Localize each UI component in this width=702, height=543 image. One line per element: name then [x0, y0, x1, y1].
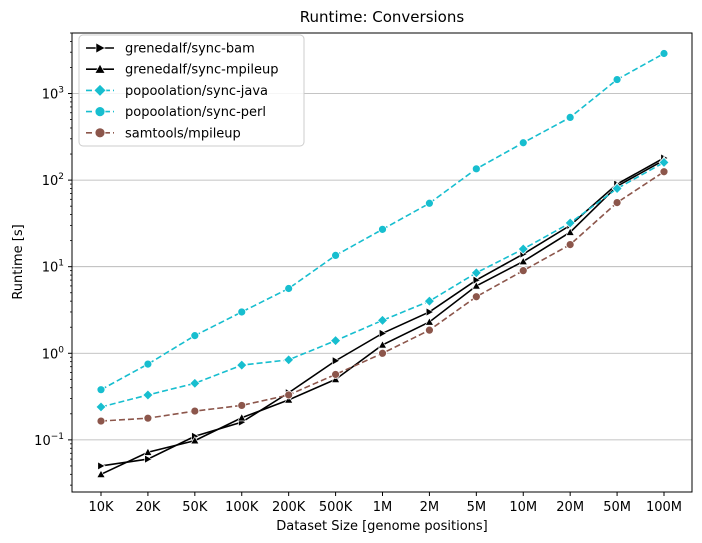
data-point [284, 395, 294, 404]
y-axis-label: Runtime [s] [11, 224, 26, 299]
x-axis-ticks: 10K 20K 50K 100K 200K 500K 1M 2M 5M 10M 20M 50M 100M [88, 492, 682, 515]
data-point [330, 335, 342, 347]
data-point [565, 227, 575, 236]
data-point [517, 243, 529, 255]
data-point [190, 406, 200, 416]
legend-marker [94, 106, 106, 117]
data-point [471, 281, 481, 290]
data-point [284, 284, 294, 293]
data-point [96, 416, 106, 426]
series-layer [95, 49, 670, 478]
data-point [471, 164, 481, 174]
data-point [143, 413, 153, 423]
data-point [95, 401, 107, 413]
legend-label: grenedalf/sync-mpileup [125, 63, 279, 78]
x-tick-label: 2M [420, 500, 440, 515]
x-tick-label: 50K [182, 500, 208, 515]
x-tick-label: 20M [556, 500, 584, 515]
data-point [376, 314, 389, 326]
data-point [423, 295, 435, 307]
data-point [331, 251, 340, 260]
x-axis-label: Dataset Size [genome positions] [276, 519, 488, 534]
data-point [471, 292, 481, 302]
legend-label: samtools/mpileup [125, 126, 241, 141]
data-point [284, 390, 294, 400]
data-point [470, 267, 482, 279]
x-tick-label: 200K [272, 500, 306, 515]
data-point [425, 307, 435, 317]
data-point [611, 182, 623, 195]
data-point [425, 325, 434, 335]
data-point [377, 340, 388, 349]
data-point [518, 138, 528, 148]
data-point [283, 354, 295, 366]
y-tick-label: 101 [42, 259, 64, 276]
x-tick-label: 10M [509, 500, 537, 515]
x-tick-label: 5M [467, 500, 487, 515]
data-point [518, 266, 528, 276]
x-tick-label: 1M [373, 500, 393, 515]
data-point [331, 374, 341, 383]
legend-marker [95, 42, 106, 54]
legend-marker [94, 127, 106, 139]
legend-box [78, 34, 305, 147]
data-point [143, 359, 153, 369]
data-point [190, 436, 200, 445]
legend: grenedalf/sync-bam grenedalf/sync-mpileup… [78, 34, 305, 147]
data-point [425, 198, 434, 208]
data-point [612, 75, 622, 84]
series-popoolation-sync-java [95, 156, 670, 413]
y-tick-label: 10−1 [34, 432, 64, 449]
data-point [96, 385, 106, 395]
data-point [236, 359, 248, 371]
series-popoolation-sync-perl [96, 49, 669, 395]
legend-marker [94, 63, 106, 74]
data-point [564, 217, 576, 229]
legend-label: grenedalf/sync-bam [125, 42, 255, 57]
data-point [331, 370, 340, 379]
data-point [144, 454, 153, 464]
x-tick-label: 10K [88, 500, 114, 515]
x-tick-label: 50M [603, 500, 631, 515]
data-point [659, 49, 669, 58]
x-tick-label: 500K [319, 500, 353, 515]
y-tick-label: 103 [42, 86, 64, 103]
chart-title: Runtime: Conversions [300, 8, 465, 26]
data-point [237, 307, 247, 317]
data-point [378, 328, 388, 338]
data-point [237, 401, 247, 410]
x-tick-label: 100M [646, 500, 682, 515]
data-point [332, 356, 341, 366]
x-tick-label: 100K [225, 500, 259, 515]
data-point [142, 389, 154, 401]
data-point [612, 198, 622, 207]
data-point [378, 348, 387, 358]
x-tick-label: 20K [135, 500, 161, 515]
y-tick-label: 102 [42, 172, 64, 189]
data-point [97, 461, 106, 471]
data-point [237, 413, 247, 422]
legend-label: popoolation/sync-java [125, 84, 268, 99]
data-point [96, 469, 106, 478]
data-point [565, 112, 575, 122]
data-point [659, 167, 669, 177]
legend-label: popoolation/sync-perl [125, 105, 266, 120]
y-tick-label: 100 [42, 345, 65, 362]
data-point [565, 240, 575, 249]
y-axis-ticks: 10−1 100 101 102 103 [34, 32, 72, 486]
data-point [189, 377, 201, 389]
data-point [190, 331, 200, 341]
legend-marker [93, 83, 107, 97]
data-point [143, 447, 153, 456]
data-point [378, 224, 387, 234]
series-samtools-mpileup [96, 167, 669, 426]
data-point [518, 256, 528, 265]
data-point [424, 317, 434, 326]
